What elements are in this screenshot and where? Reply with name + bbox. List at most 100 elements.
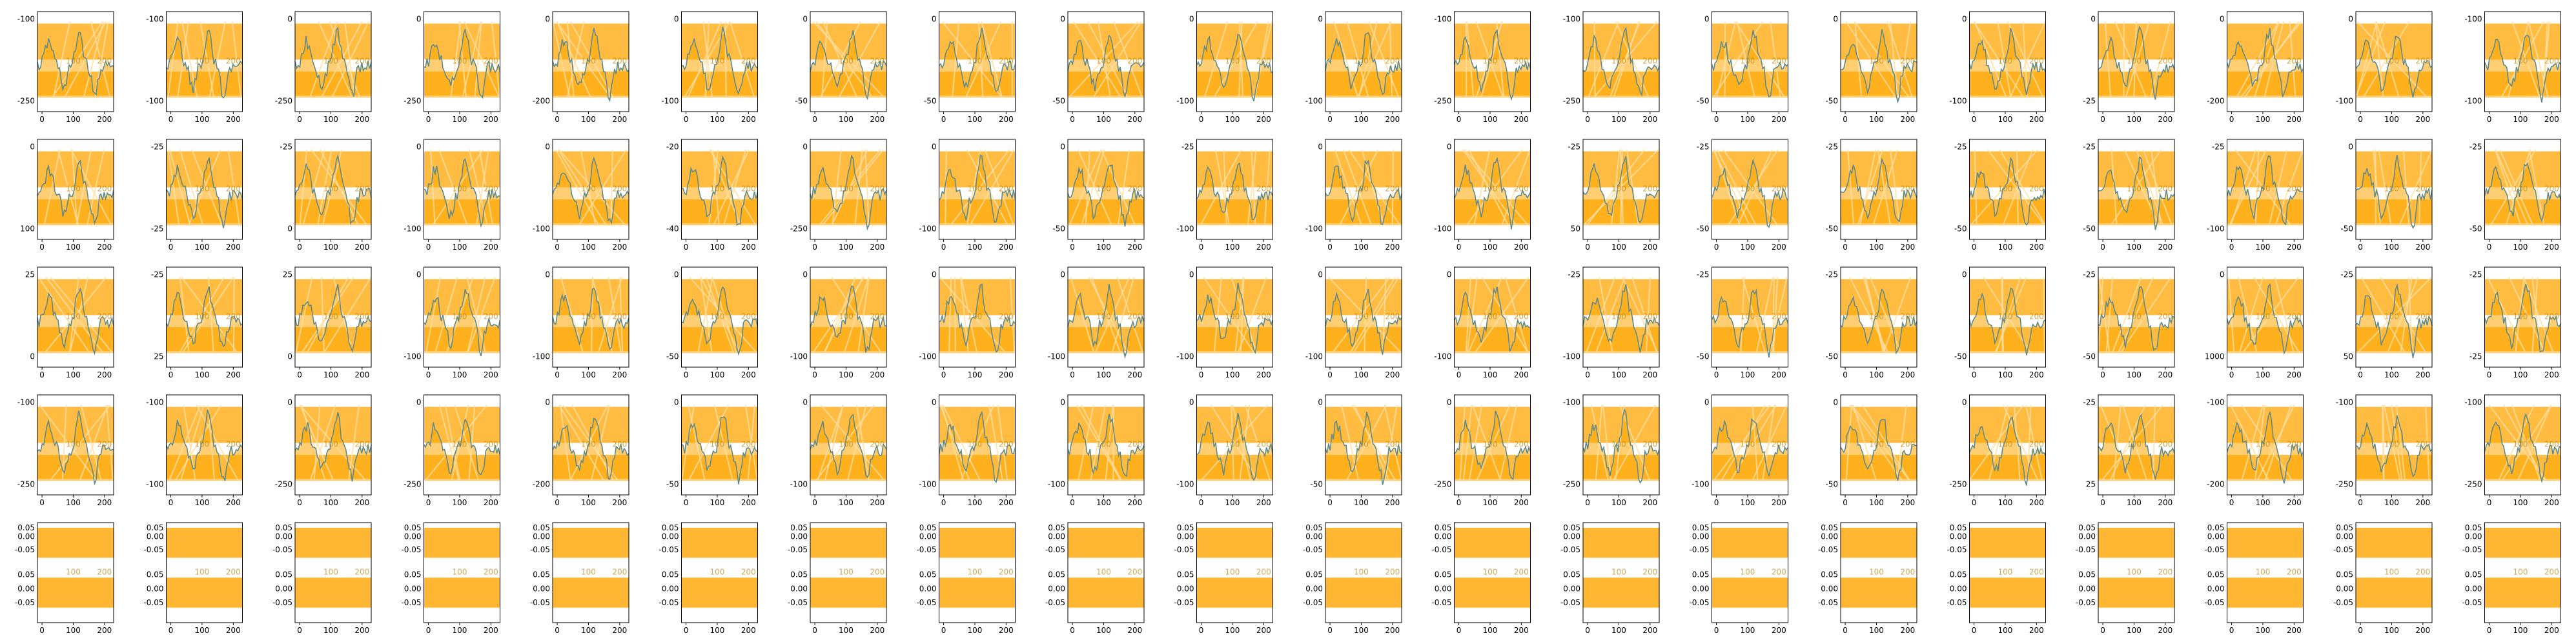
x-tick-label: 200 <box>999 498 1014 507</box>
y-tick-label: -0.05 <box>1689 598 1709 607</box>
x-tick-label: 200 <box>354 370 369 379</box>
y-tick-label: 0.00 <box>2336 584 2353 593</box>
y-tick-label: -25 <box>2340 270 2353 279</box>
x-tick-label: 200 <box>2158 498 2172 507</box>
y-tick-label: -25 <box>1954 143 1967 152</box>
y-tick-label: 0 <box>1833 398 1838 407</box>
inner-tick-label: 100 <box>2384 440 2399 449</box>
y-tick-label: -50 <box>1825 352 1838 361</box>
y-tick-label: -0.05 <box>272 598 292 607</box>
y-tick-label: -0.05 <box>1174 598 1194 607</box>
x-tick-label: 200 <box>97 243 112 252</box>
y-tick-label: -0.05 <box>1818 545 1838 554</box>
x-tick-label: 100 <box>1741 243 1755 252</box>
inner-tick-label: 200 <box>1772 57 1786 66</box>
x-tick-label: 100 <box>323 115 338 124</box>
y-tick-label: -0.05 <box>1947 545 1967 554</box>
x-tick-label: 200 <box>1127 243 1142 252</box>
inner-tick-label: 200 <box>2287 440 2302 449</box>
x-tick-label: 0 <box>1457 115 1462 124</box>
y-tick-label: -100 <box>1563 15 1580 24</box>
x-tick-label: 200 <box>226 626 241 635</box>
inner-tick-label: 100 <box>1741 57 1755 66</box>
x-tick-label: 0 <box>1457 370 1462 379</box>
inner-tick-label: 200 <box>2029 57 2044 66</box>
y-tick-label: -50 <box>1697 352 1710 361</box>
x-tick-label: 100 <box>2127 626 2142 635</box>
x-tick-label: 100 <box>1869 626 1884 635</box>
x-tick-label: 0 <box>1327 115 1333 124</box>
x-tick-label: 100 <box>1225 243 1240 252</box>
x-tick-label: 200 <box>354 626 369 635</box>
y-tick-label: 0.00 <box>1563 584 1580 593</box>
inner-tick-label: 200 <box>2544 440 2559 449</box>
y-tick-label: -100 <box>1434 352 1451 361</box>
inner-tick-label: 100 <box>1096 568 1111 577</box>
inner-tick-label: 100 <box>1869 312 1884 321</box>
x-tick-label: 200 <box>226 498 241 507</box>
x-tick-label: 200 <box>612 626 627 635</box>
x-tick-label: 100 <box>1225 626 1240 635</box>
inner-tick-label: 200 <box>2287 312 2302 321</box>
x-tick-label: 0 <box>2358 370 2363 379</box>
inner-tick-label: 200 <box>1256 185 1271 194</box>
x-tick-label: 200 <box>2415 498 2430 507</box>
y-tick-label: 0.05 <box>2078 523 2096 532</box>
inner-tick-label: 200 <box>999 185 1014 194</box>
inner-tick-label: 200 <box>1385 57 1400 66</box>
x-tick-label: 100 <box>710 626 725 635</box>
inner-tick-label: 100 <box>195 440 210 449</box>
x-tick-label: 100 <box>66 626 81 635</box>
x-tick-label: 0 <box>555 370 560 379</box>
y-tick-label: 0.00 <box>1305 532 1323 541</box>
inner-tick-label: 200 <box>2544 57 2559 66</box>
y-tick-label: 0.05 <box>147 570 164 579</box>
y-tick-label: 100 <box>20 225 35 234</box>
inner-tick-label: 200 <box>870 312 884 321</box>
x-tick-label: 200 <box>2287 115 2302 124</box>
x-tick-label: 0 <box>426 498 431 507</box>
inner-tick-label: 200 <box>1642 440 1657 449</box>
x-tick-label: 100 <box>1998 498 2013 507</box>
x-tick-label: 0 <box>1327 243 1333 252</box>
x-tick-label: 0 <box>1843 498 1848 507</box>
inner-tick-label: 100 <box>66 57 81 66</box>
y-tick-label: -200 <box>2207 480 2224 489</box>
y-tick-label: -25 <box>1568 270 1580 279</box>
band-lower <box>1712 577 1788 608</box>
x-tick-label: 0 <box>2100 243 2105 252</box>
x-tick-label: 0 <box>684 370 689 379</box>
y-tick-label: 0.00 <box>1692 584 1710 593</box>
inner-tick-label: 100 <box>66 312 81 321</box>
y-tick-label: 0.05 <box>1950 570 1967 579</box>
y-tick-label: 0 <box>287 225 292 234</box>
x-tick-label: 0 <box>2229 626 2234 635</box>
y-tick-label: -0.05 <box>15 598 35 607</box>
x-tick-label: 200 <box>2544 498 2559 507</box>
inner-tick-label: 100 <box>1096 185 1111 194</box>
x-tick-label: 0 <box>812 370 817 379</box>
y-tick-label: 0.00 <box>1177 584 1194 593</box>
x-tick-label: 0 <box>426 626 431 635</box>
x-tick-label: 0 <box>2487 498 2492 507</box>
y-tick-label: -0.05 <box>143 545 163 554</box>
x-tick-label: 0 <box>426 115 431 124</box>
x-tick-label: 100 <box>1354 498 1369 507</box>
y-tick-label: -0.05 <box>1045 545 1065 554</box>
x-tick-label: 200 <box>612 498 627 507</box>
x-tick-label: 100 <box>710 243 725 252</box>
y-tick-label: -0.05 <box>1303 545 1323 554</box>
y-tick-label: 0.05 <box>2465 523 2482 532</box>
